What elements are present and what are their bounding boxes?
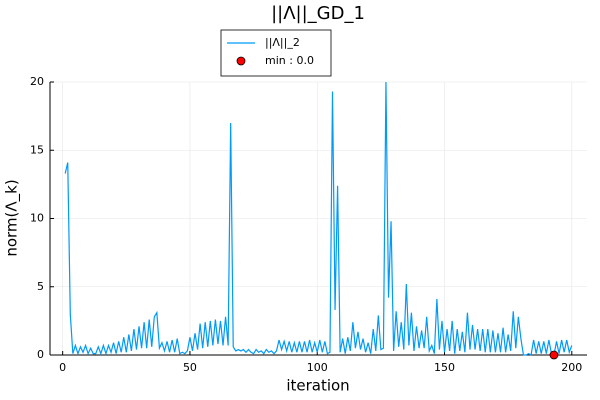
legend-box	[220, 29, 332, 77]
x-tick-label: 50	[183, 361, 197, 374]
x-tick-label: 150	[434, 361, 455, 374]
x-tick-label: 100	[307, 361, 328, 374]
x-axis-label: iteration	[286, 377, 349, 395]
y-tick-label: 15	[30, 143, 44, 156]
y-tick-label: 5	[37, 280, 44, 293]
legend-label: ||Λ||_2	[265, 36, 300, 49]
y-axis-label: norm(Λ_k)	[3, 179, 22, 256]
legend-marker	[236, 56, 246, 66]
data-point	[549, 350, 559, 360]
y-tick-label: 20	[30, 75, 44, 88]
data-line	[64, 81, 573, 356]
x-tick-label: 200	[561, 361, 582, 374]
x-tick-label: 0	[59, 361, 66, 374]
chart-title: ||Λ||_GD_1	[271, 3, 365, 24]
y-tick-label: 10	[30, 212, 44, 225]
y-tick-label: 0	[37, 348, 44, 361]
legend-label: min : 0.0	[265, 54, 314, 67]
